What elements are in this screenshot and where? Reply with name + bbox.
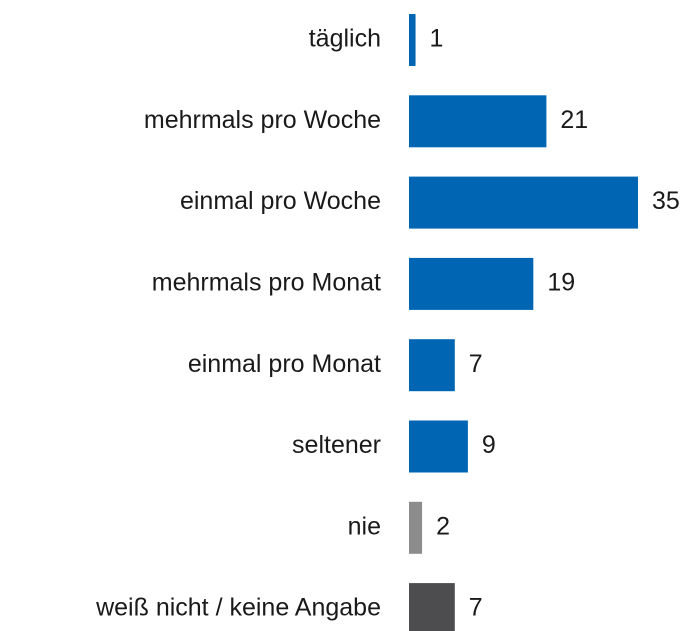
value-label: 2	[436, 512, 450, 540]
bar	[409, 420, 468, 473]
category-label: nie	[348, 512, 381, 540]
category-label: mehrmals pro Monat	[152, 269, 381, 297]
category-label: weiß nicht / keine Angabe	[95, 594, 381, 622]
category-label: seltener	[292, 431, 381, 459]
bar	[409, 339, 455, 392]
bar	[409, 14, 416, 66]
value-label: 21	[560, 106, 588, 134]
value-label: 19	[547, 269, 575, 297]
category-label: einmal pro Woche	[180, 187, 381, 215]
value-label: 35	[652, 187, 680, 215]
value-label: 1	[430, 25, 444, 53]
value-label: 9	[482, 431, 496, 459]
bar	[409, 95, 547, 148]
category-label: täglich	[309, 25, 381, 53]
bar	[409, 257, 534, 310]
category-label: einmal pro Monat	[188, 350, 381, 378]
category-label: mehrmals pro Woche	[144, 106, 381, 134]
bar	[409, 501, 423, 554]
value-label: 7	[469, 350, 483, 378]
bar	[409, 176, 638, 229]
value-label: 7	[469, 594, 483, 622]
bar	[409, 583, 455, 631]
